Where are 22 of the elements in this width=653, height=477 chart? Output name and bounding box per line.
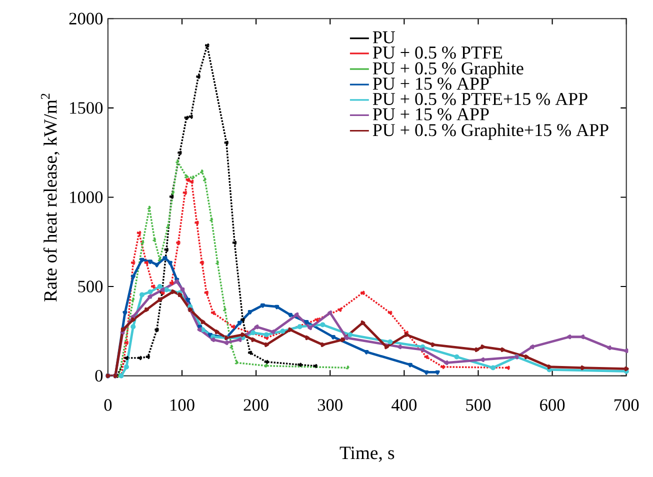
x-tick-label: 200	[244, 399, 268, 411]
x-tick-label: 0	[104, 399, 112, 411]
y-axis-title: Rate of heat release, kW/m$^{2}$	[40, 94, 60, 302]
x-tick-label: 600	[540, 399, 565, 411]
legend-label: PU + 0.5 % Graphite+15 % APP	[372, 123, 608, 140]
legend-label: PU + 0.5 % PTFE+15 % APP	[372, 92, 588, 106]
x-tick-label: 500	[466, 399, 491, 411]
x-tick-label: 100	[170, 399, 194, 411]
legend-label: PU + 15 % APP	[372, 78, 489, 90]
x-tick-label: 300	[318, 399, 342, 411]
y-tick-label: 2000	[69, 12, 103, 24]
x-tick-label: 400	[392, 399, 417, 411]
x-axis-title: Time, s	[340, 446, 394, 462]
legend-label: PU + 0.5 % Graphite	[372, 62, 524, 78]
y-tick-label: 0	[95, 370, 103, 382]
y-tick-label: 500	[78, 280, 103, 292]
y-tick-label: 1500	[70, 102, 103, 114]
legend-label: PU + 15 % APP	[372, 108, 489, 120]
y-tick-label: 1000	[70, 191, 103, 204]
legend-label: PU + 0.5 % PTFE	[372, 46, 502, 59]
legend-label: PU	[372, 31, 395, 44]
x-tick-label: 700	[614, 399, 639, 411]
